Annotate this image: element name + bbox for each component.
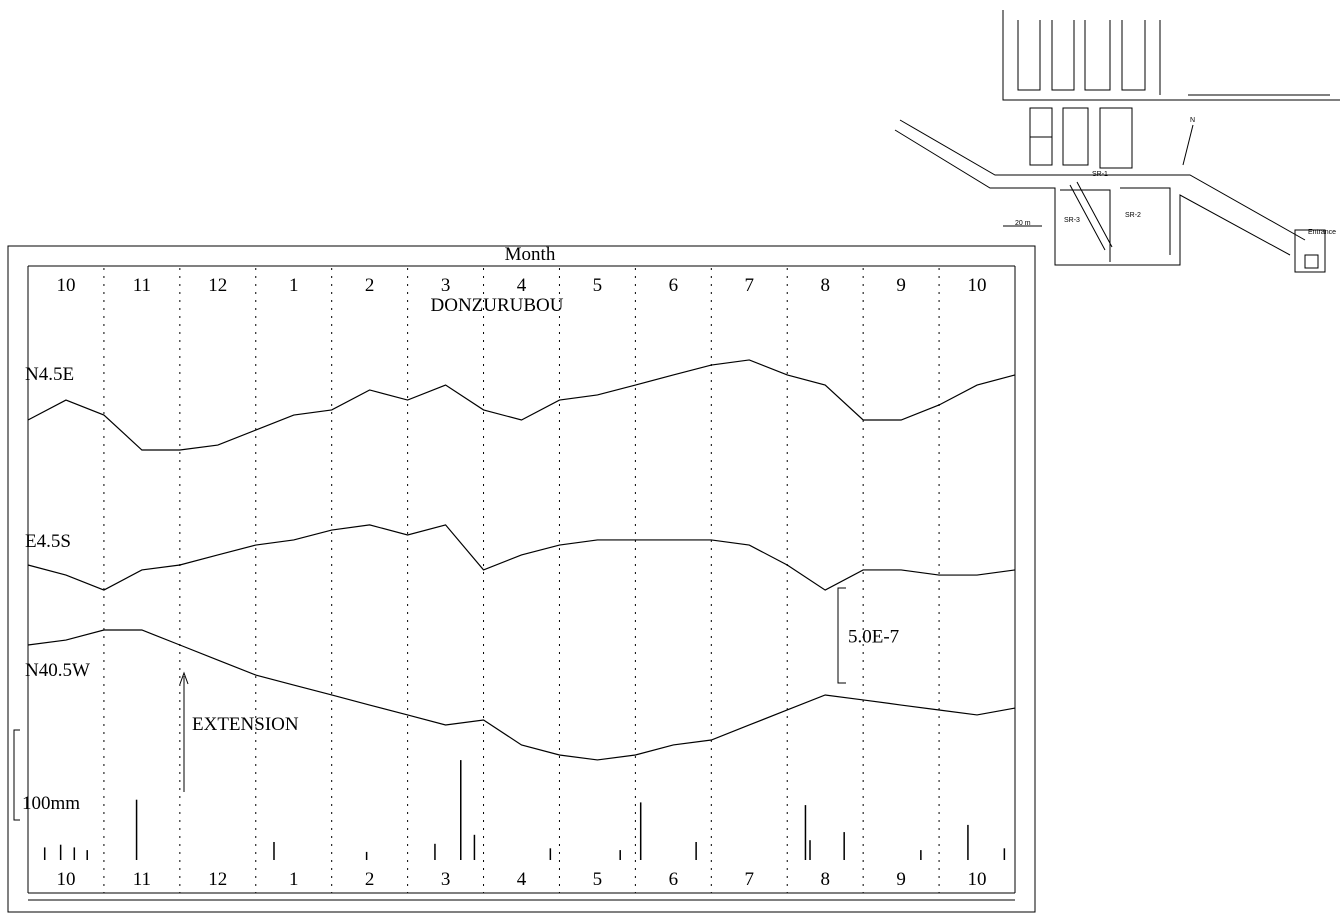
rain-bar	[43, 847, 46, 860]
rain-bar	[1003, 848, 1006, 860]
series-label: N4.5E	[25, 364, 74, 385]
rain-bar	[639, 802, 642, 860]
scale-bar	[837, 587, 846, 684]
x-tick-label: 9	[896, 869, 906, 890]
rain-bar	[695, 842, 697, 860]
map-label: SR-2	[1125, 212, 1141, 219]
scale-label: 5.0E-7	[848, 627, 899, 648]
map-label: 20 m	[1015, 220, 1031, 227]
x-tick-label: 4	[517, 869, 527, 890]
rain-bar	[59, 844, 62, 860]
rain-scale-label: 100mm	[22, 793, 80, 814]
rain-bar	[920, 850, 922, 860]
rain-bar	[843, 832, 845, 860]
x-tick-label: 12	[208, 275, 227, 296]
series-label: N40.5W	[25, 660, 90, 681]
rain-bar	[619, 850, 621, 860]
x-tick-label: 8	[820, 275, 830, 296]
rain-bar	[73, 847, 76, 860]
annotation: DONZURUBOU	[431, 295, 564, 316]
x-tick-label: 6	[669, 869, 679, 890]
trace	[27, 629, 1016, 761]
trace	[27, 359, 1016, 451]
trace	[27, 524, 1016, 591]
chart-title: Month	[505, 244, 556, 265]
x-tick-label: 8	[820, 869, 830, 890]
rain-bar	[473, 834, 476, 860]
arrow-head	[179, 671, 189, 685]
x-tick-label: 11	[133, 275, 151, 296]
x-tick-label: 10	[968, 869, 987, 890]
x-tick-label: 1	[289, 275, 299, 296]
x-tick-label: 2	[365, 275, 375, 296]
rain-bar	[804, 805, 807, 860]
x-tick-label: 9	[896, 275, 906, 296]
x-tick-label: 10	[968, 275, 987, 296]
rain-bar	[549, 848, 552, 860]
arrow-label: EXTENSION	[192, 714, 299, 735]
rain-scale-bar	[13, 729, 20, 821]
x-tick-label: 10	[56, 869, 75, 890]
x-tick-label: 3	[441, 275, 451, 296]
map-label: Entrance	[1308, 229, 1336, 236]
x-tick-label: 7	[745, 869, 755, 890]
frame	[7, 245, 1036, 913]
map-label: N	[1190, 117, 1195, 124]
x-tick-label: 4	[517, 275, 527, 296]
x-tick-label: 3	[441, 869, 451, 890]
rain-bar	[967, 824, 969, 860]
map-label: SR-1	[1092, 171, 1108, 178]
rain-bar	[135, 799, 138, 860]
rain-bar	[434, 843, 436, 860]
rain-bar	[460, 760, 462, 860]
rain-bar	[809, 840, 811, 860]
x-tick-label: 2	[365, 869, 375, 890]
x-tick-label: 11	[133, 869, 151, 890]
series-label: E4.5S	[25, 531, 71, 552]
map-label: SR-3	[1064, 217, 1080, 224]
x-tick-label: 1	[289, 869, 299, 890]
rain-bar	[365, 851, 368, 860]
x-tick-label: 6	[669, 275, 679, 296]
x-tick-label: 5	[593, 275, 603, 296]
site-map: SR-1 SR-2 SR-3 20 m Entrance N	[894, 10, 1340, 273]
x-tick-label: 7	[745, 275, 755, 296]
x-tick-label: 5	[593, 869, 603, 890]
rain-bar	[86, 850, 88, 860]
rain-bar	[273, 842, 275, 860]
x-tick-label: 12	[208, 869, 227, 890]
x-tick-label: 10	[56, 275, 75, 296]
